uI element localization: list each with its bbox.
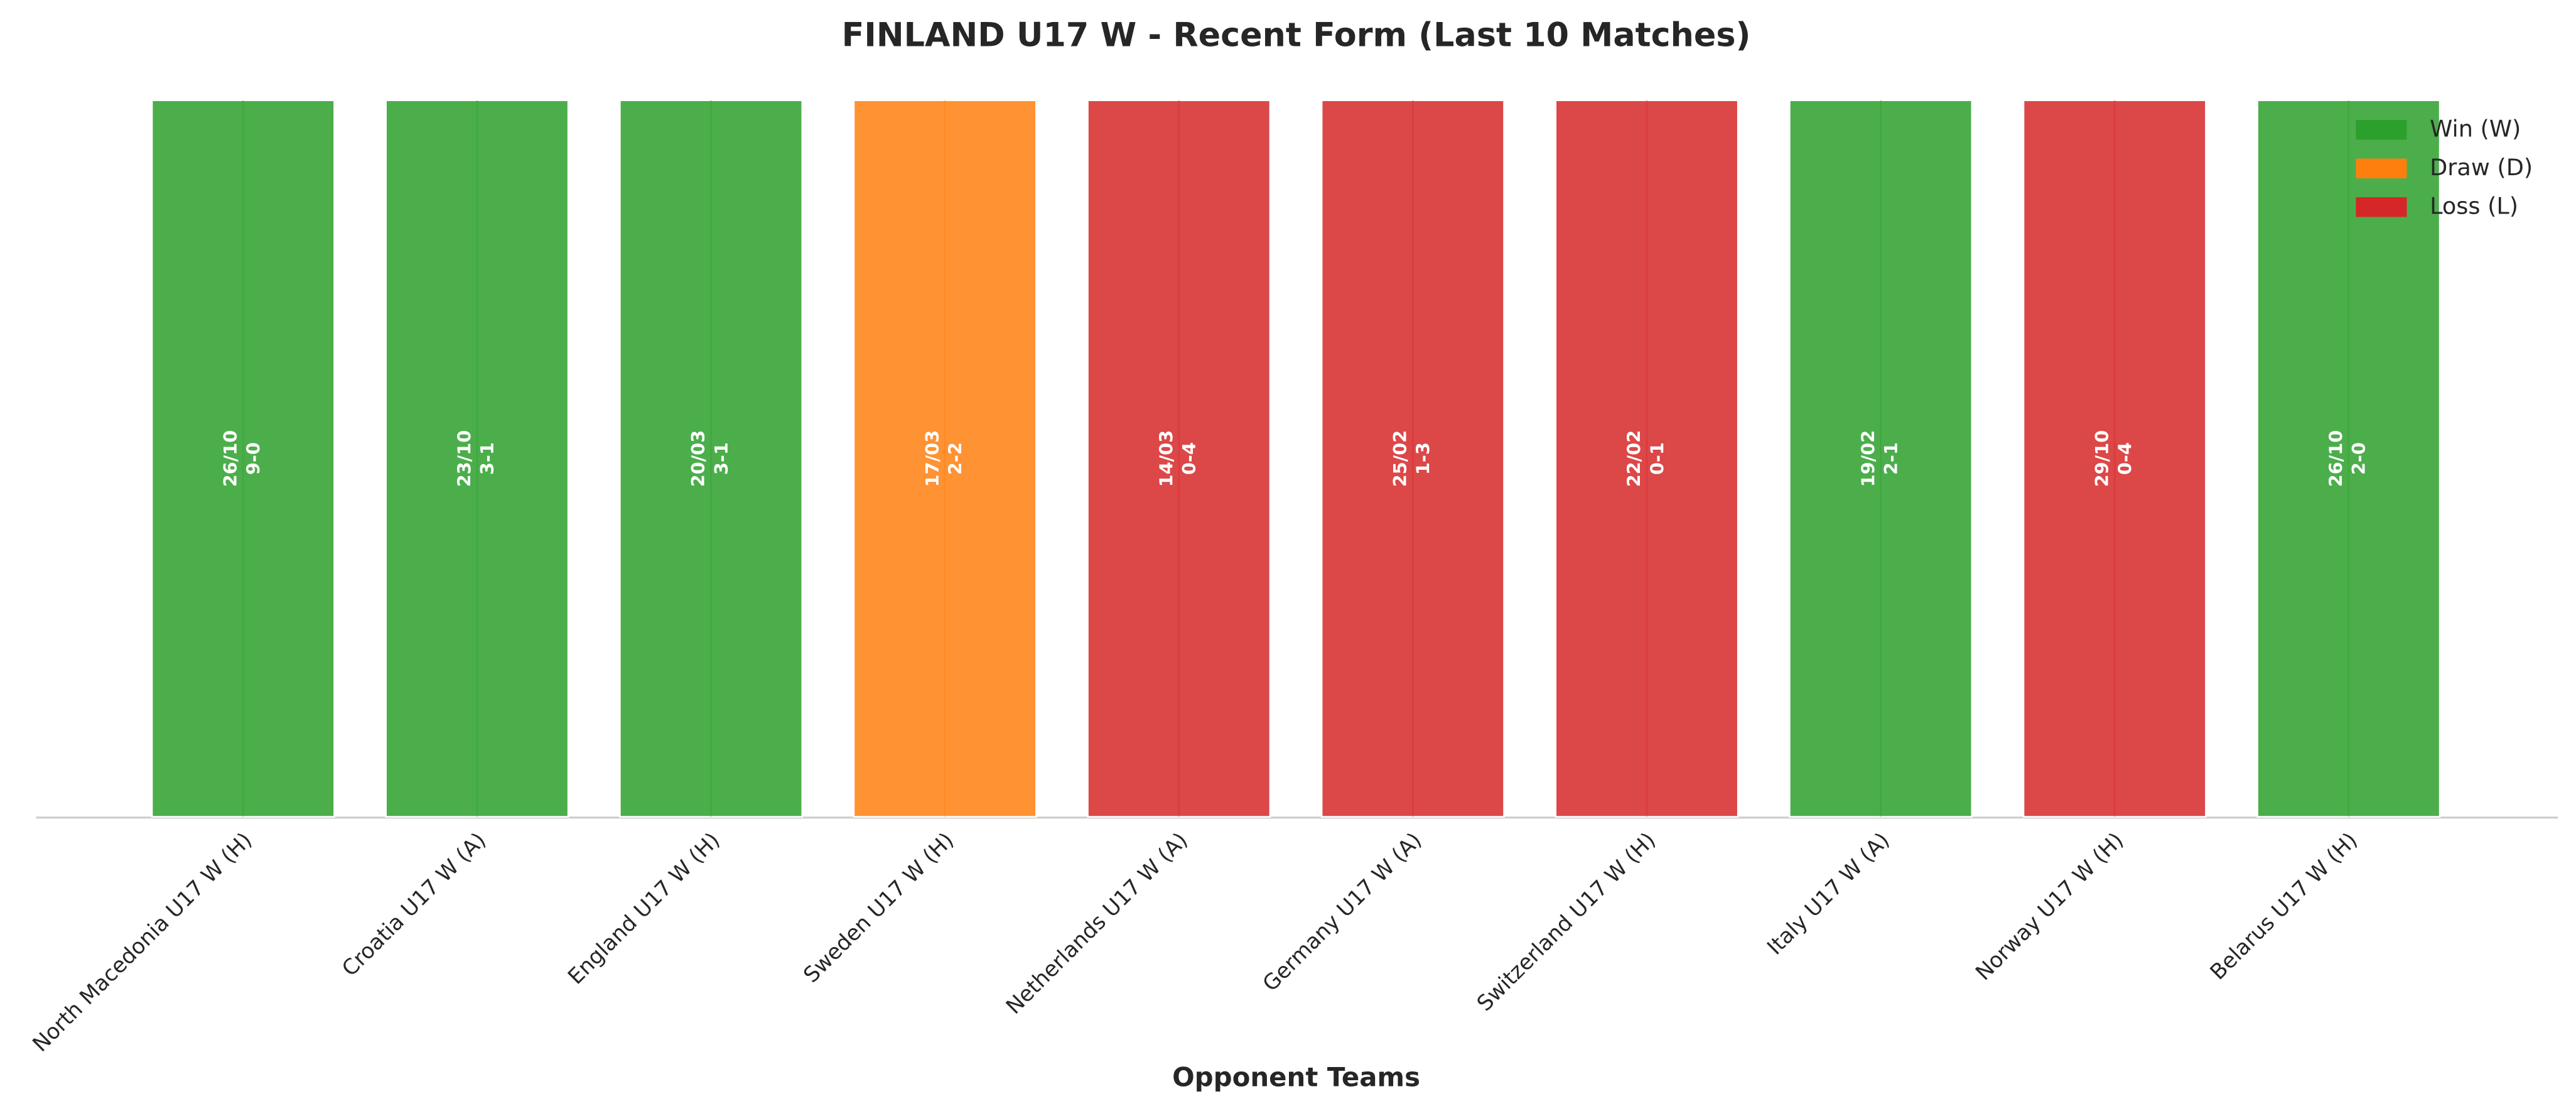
bar-date-label: 23/10 [454, 430, 475, 487]
x-tick-label: Belarus U17 W (H) [2206, 828, 2363, 985]
x-tick-label: Switzerland U17 W (H) [1472, 828, 1661, 1016]
bar-score-label: 2-2 [944, 442, 966, 475]
bar-score-label: 0-1 [1646, 442, 1668, 475]
bar-score-label: 3-1 [711, 442, 732, 475]
x-tick-label: Germany U17 W (A) [1258, 828, 1427, 997]
bar [853, 99, 1037, 818]
bar-score-label: 9-0 [243, 442, 264, 475]
bar-date-label: 22/02 [1624, 430, 1645, 487]
bar-score-label: 1-3 [1413, 442, 1434, 475]
bar-date-label: 26/10 [2325, 430, 2347, 487]
legend-label: Draw (D) [2430, 154, 2533, 181]
bar [1789, 99, 1973, 818]
bar-date-label: 29/10 [2091, 430, 2113, 487]
bar-score-label: 3-1 [477, 442, 498, 475]
bar [618, 99, 804, 818]
x-tick-label: Netherlands U17 W (A) [1001, 828, 1193, 1019]
bar [1087, 99, 1271, 818]
bar-score-label: 0-4 [2115, 442, 2136, 475]
bar [1320, 99, 1505, 818]
bar-date-label: 20/03 [687, 430, 709, 487]
x-tick-label: Italy U17 W (A) [1762, 828, 1895, 960]
x-tick-label: Sweden U17 W (H) [799, 828, 959, 988]
bar-date-label: 19/02 [1857, 430, 1878, 487]
legend-label: Win (W) [2430, 115, 2521, 142]
x-tick-label: Croatia U17 W (A) [337, 828, 491, 982]
x-tick-label: Norway U17 W (H) [1971, 828, 2128, 985]
x-axis-title: Opponent Teams [1172, 1062, 1420, 1093]
bar-score-label: 2-0 [2348, 442, 2369, 475]
bar-date-label: 14/03 [1155, 430, 1177, 487]
legend-swatch [2356, 158, 2407, 178]
bar [385, 99, 569, 818]
bar [151, 99, 335, 818]
bar-date-label: 26/10 [220, 430, 241, 487]
bar [1555, 99, 1739, 818]
x-tick-label: North Macedonia U17 W (H) [28, 828, 257, 1057]
bar-date-label: 17/03 [922, 430, 943, 487]
legend-swatch [2356, 197, 2407, 217]
bar [2256, 99, 2441, 818]
bar [2022, 99, 2207, 818]
bar-score-label: 2-1 [1880, 442, 1902, 475]
bar-date-label: 25/02 [1389, 430, 1411, 487]
x-tick-label: England U17 W (H) [563, 828, 725, 990]
legend-swatch [2356, 120, 2407, 140]
legend-label: Loss (L) [2430, 192, 2518, 219]
chart-title: FINLAND U17 W - Recent Form (Last 10 Mat… [842, 16, 1751, 54]
bar-score-label: 0-4 [1178, 442, 1200, 475]
